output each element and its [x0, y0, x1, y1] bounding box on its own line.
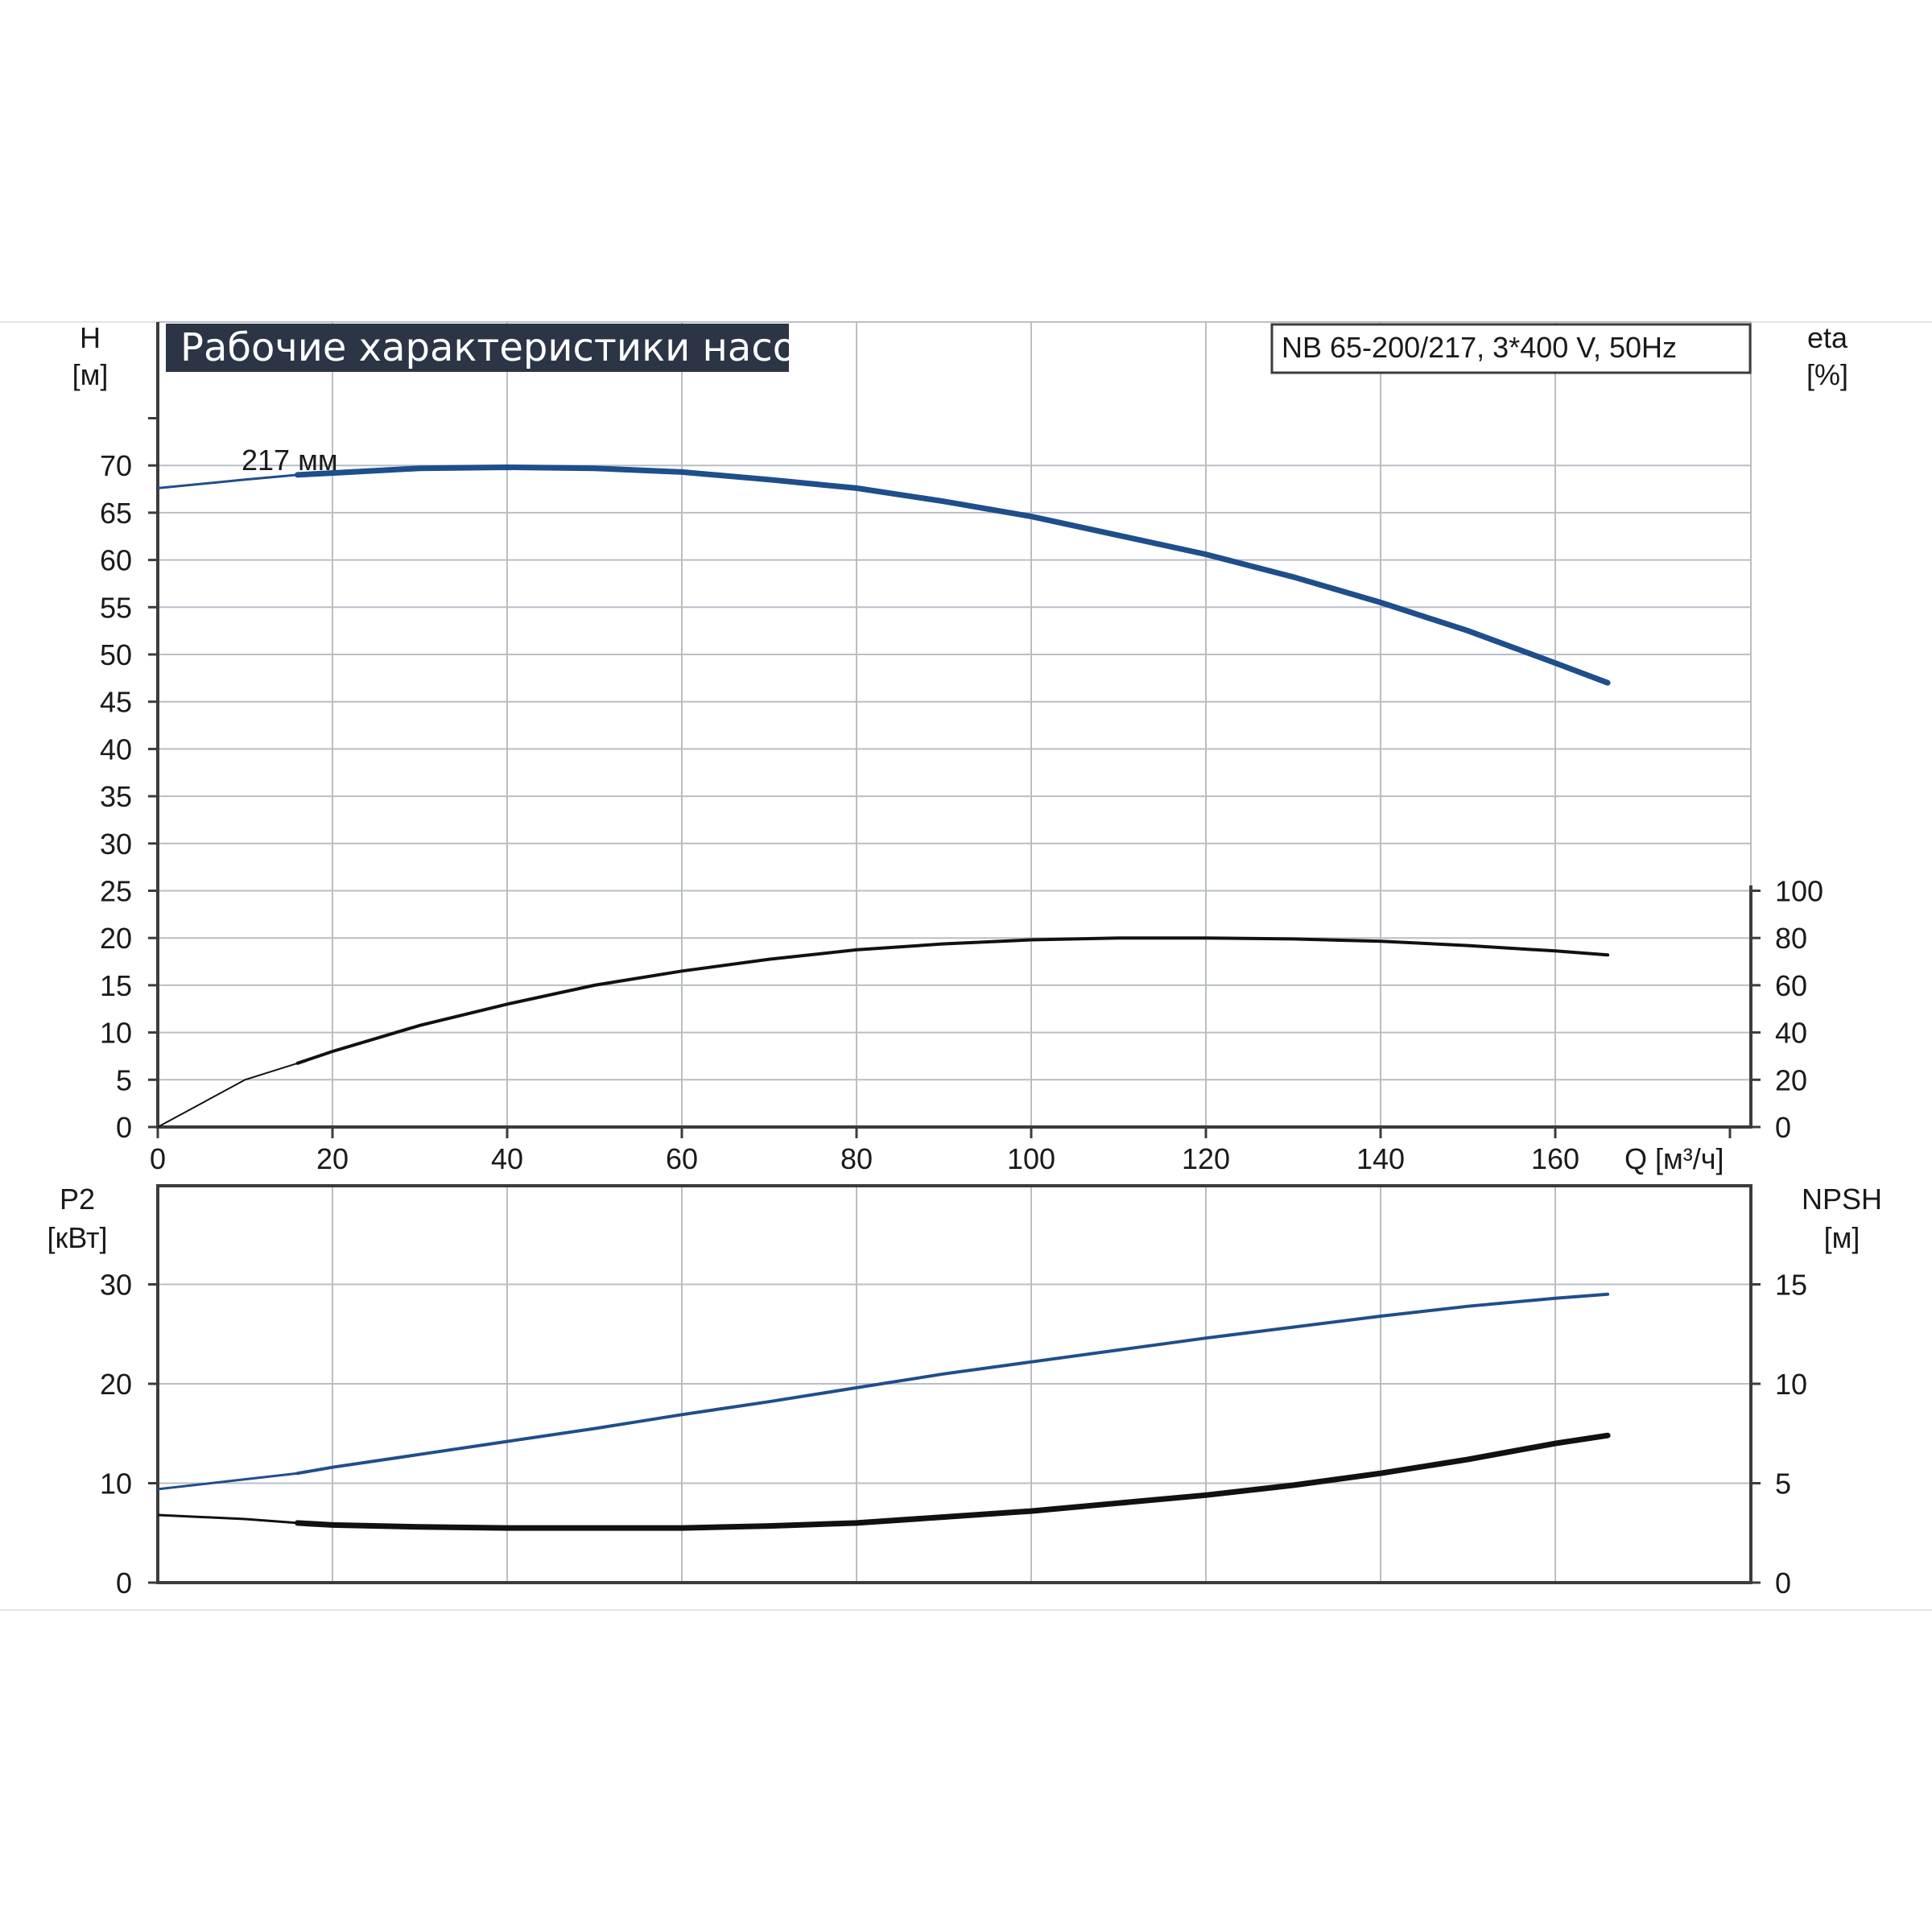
curves — [157, 464, 1611, 1531]
tick-label-npsh-15: 15 — [1775, 1269, 1807, 1302]
grid-lines — [158, 321, 1752, 1583]
tick-label-eta-100: 100 — [1775, 875, 1823, 908]
tick-label-h-50: 50 — [100, 638, 132, 671]
tick-label-q-40: 40 — [491, 1142, 523, 1175]
tick-label-npsh-5: 5 — [1775, 1468, 1791, 1501]
tick-label-q-20: 20 — [316, 1142, 349, 1175]
h-axis-name: H — [80, 321, 101, 354]
tick-label-q-120: 120 — [1182, 1142, 1230, 1175]
tick-label-h-70: 70 — [100, 449, 132, 482]
bottom-series-0-extension — [157, 1472, 298, 1491]
tick-label-p2-10: 10 — [100, 1468, 132, 1501]
bottom-series-1-curve — [295, 1432, 1611, 1531]
tick-label-q-0: 0 — [150, 1142, 166, 1175]
eta-axis-name: eta — [1807, 321, 1848, 354]
tick-label-h-0: 0 — [116, 1111, 132, 1144]
tick-label-eta-40: 40 — [1775, 1017, 1807, 1050]
tick-label-q-100: 100 — [1007, 1142, 1055, 1175]
top-series-1-extension — [157, 1062, 298, 1128]
tick-label-h-15: 15 — [100, 969, 132, 1002]
top-series-0-extension — [157, 473, 298, 489]
tick-label-h-30: 30 — [100, 828, 132, 861]
tick-labels: 0510152025303540455055606570020406080100… — [100, 449, 1823, 1600]
tick-label-q-80: 80 — [840, 1142, 873, 1175]
x-axis-label: Q [м³/ч] — [1624, 1142, 1724, 1175]
tick-label-eta-0: 0 — [1775, 1111, 1791, 1144]
tick-label-h-25: 25 — [100, 875, 132, 908]
tick-label-h-5: 5 — [116, 1063, 132, 1096]
p2-axis-unit: [кВт] — [47, 1221, 107, 1254]
tick-label-p2-20: 20 — [100, 1368, 132, 1401]
tick-label-p2-0: 0 — [116, 1567, 132, 1600]
tick-label-h-55: 55 — [100, 591, 132, 624]
tick-label-npsh-0: 0 — [1775, 1567, 1791, 1600]
top-series-0-curve — [295, 464, 1611, 686]
tick-label-h-60: 60 — [100, 544, 132, 577]
tick-label-h-65: 65 — [100, 497, 132, 530]
tick-label-npsh-10: 10 — [1775, 1368, 1807, 1401]
h-axis-unit: [м] — [72, 358, 109, 391]
axes — [148, 322, 1761, 1584]
tick-label-h-45: 45 — [100, 686, 132, 719]
bottom-series-0-curve — [295, 1292, 1610, 1476]
model-label: NB 65-200/217, 3*400 V, 50Hz — [1282, 331, 1677, 364]
title-box — [166, 324, 789, 372]
npsh-axis-unit: [м] — [1824, 1221, 1860, 1254]
tick-label-p2-30: 30 — [100, 1269, 132, 1302]
tick-label-h-10: 10 — [100, 1017, 132, 1050]
tick-label-h-40: 40 — [100, 733, 132, 766]
p2-axis-name: P2 — [60, 1183, 95, 1216]
tick-label-eta-60: 60 — [1775, 969, 1807, 1002]
tick-label-eta-80: 80 — [1775, 922, 1807, 955]
tick-label-q-60: 60 — [666, 1142, 698, 1175]
tick-label-h-20: 20 — [100, 922, 132, 955]
eta-axis-unit: [%] — [1806, 358, 1848, 391]
chart-title: Рабочие характеристики насоса — [180, 325, 841, 370]
tick-label-h-35: 35 — [100, 780, 132, 813]
tick-label-q-160: 160 — [1531, 1142, 1579, 1175]
tick-label-q-140: 140 — [1356, 1142, 1405, 1175]
bottom-series-1-extension — [157, 1513, 298, 1525]
npsh-axis-name: NPSH — [1802, 1183, 1882, 1216]
model-box — [1270, 323, 1752, 374]
top-series-1-curve — [295, 936, 1610, 1065]
tick-label-eta-20: 20 — [1775, 1063, 1807, 1096]
impeller-annotation: 217 мм — [242, 444, 338, 477]
